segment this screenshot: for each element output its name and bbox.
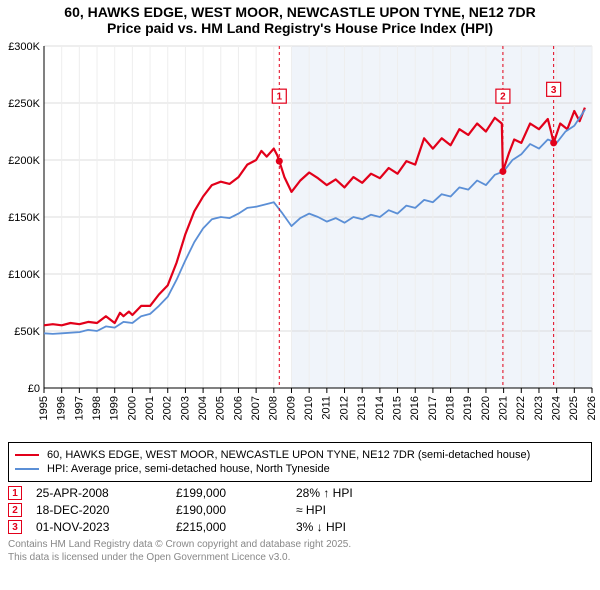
marker-delta: ≈ HPI — [296, 503, 456, 517]
markers-table: 1 25-APR-2008£199,00028% ↑ HPI 2 18-DEC-202… — [8, 486, 592, 534]
attribution-line-1: Contains HM Land Registry data © Crown c… — [8, 538, 592, 551]
svg-text:2009: 2009 — [285, 396, 297, 420]
marker-delta: 28% ↑ HPI — [296, 486, 456, 500]
svg-text:2020: 2020 — [480, 396, 492, 420]
svg-text:1998: 1998 — [91, 396, 103, 420]
title-line-2: Price paid vs. HM Land Registry's House … — [0, 20, 600, 36]
svg-text:1: 1 — [277, 92, 283, 103]
marker-date: 01-NOV-2023 — [36, 520, 176, 534]
svg-text:2019: 2019 — [462, 396, 474, 420]
legend-label: HPI: Average price, semi-detached house,… — [47, 463, 330, 475]
svg-text:£0: £0 — [28, 383, 40, 395]
svg-text:2011: 2011 — [321, 396, 333, 420]
svg-text:£150K: £150K — [8, 212, 40, 224]
svg-text:2024: 2024 — [551, 396, 563, 420]
marker-date: 18-DEC-2020 — [36, 503, 176, 517]
svg-text:2021: 2021 — [498, 396, 510, 420]
svg-text:2014: 2014 — [374, 396, 386, 420]
chart-container: 60, HAWKS EDGE, WEST MOOR, NEWCASTLE UPO… — [0, 0, 600, 564]
svg-text:£100K: £100K — [8, 269, 40, 281]
chart-plot-area: £0 £50K £100K £150K £200K £250K £300K 1995 1996 1… — [0, 36, 600, 436]
svg-text:£50K: £50K — [14, 326, 40, 338]
legend-label: 60, HAWKS EDGE, WEST MOOR, NEWCASTLE UPO… — [47, 449, 530, 461]
svg-text:2025: 2025 — [568, 396, 580, 420]
svg-text:2005: 2005 — [215, 396, 227, 420]
marker-badge: 1 — [8, 486, 22, 500]
svg-text:£200K: £200K — [8, 155, 40, 167]
title-block: 60, HAWKS EDGE, WEST MOOR, NEWCASTLE UPO… — [0, 0, 600, 36]
svg-text:2023: 2023 — [533, 396, 545, 420]
svg-text:1997: 1997 — [73, 396, 85, 420]
svg-text:2002: 2002 — [162, 396, 174, 420]
svg-text:£250K: £250K — [8, 98, 40, 110]
svg-text:2004: 2004 — [197, 396, 209, 420]
svg-text:1996: 1996 — [56, 396, 68, 420]
marker-row: 1 25-APR-2008£199,00028% ↑ HPI — [8, 486, 592, 500]
svg-text:2003: 2003 — [179, 396, 191, 420]
svg-text:2017: 2017 — [427, 396, 439, 420]
marker-delta: 3% ↓ HPI — [296, 520, 456, 534]
svg-text:2006: 2006 — [232, 396, 244, 420]
svg-text:1995: 1995 — [38, 396, 50, 420]
svg-text:1999: 1999 — [109, 396, 121, 420]
svg-text:2008: 2008 — [268, 396, 280, 420]
svg-text:2016: 2016 — [409, 396, 421, 420]
marker-badge: 2 — [8, 503, 22, 517]
marker-price: £215,000 — [176, 520, 296, 534]
svg-text:2: 2 — [500, 92, 506, 103]
legend-row: 60, HAWKS EDGE, WEST MOOR, NEWCASTLE UPO… — [15, 449, 585, 461]
svg-text:2001: 2001 — [144, 396, 156, 420]
svg-text:2010: 2010 — [303, 396, 315, 420]
svg-text:2015: 2015 — [391, 396, 403, 420]
svg-text:2022: 2022 — [515, 396, 527, 420]
svg-text:2000: 2000 — [126, 396, 138, 420]
legend-swatch — [15, 468, 39, 470]
svg-text:2018: 2018 — [444, 396, 456, 420]
marker-price: £199,000 — [176, 486, 296, 500]
legend-swatch — [15, 454, 39, 456]
attribution-text: Contains HM Land Registry data © Crown c… — [8, 538, 592, 564]
marker-date: 25-APR-2008 — [36, 486, 176, 500]
chart-svg: £0 £50K £100K £150K £200K £250K £300K 1995 1996 1… — [0, 36, 600, 436]
svg-text:2007: 2007 — [250, 396, 262, 420]
marker-badge: 3 — [8, 520, 22, 534]
svg-text:2013: 2013 — [356, 396, 368, 420]
marker-price: £190,000 — [176, 503, 296, 517]
legend-box: 60, HAWKS EDGE, WEST MOOR, NEWCASTLE UPO… — [8, 442, 592, 482]
svg-text:3: 3 — [551, 85, 557, 96]
svg-text:2026: 2026 — [586, 396, 598, 420]
svg-text:2012: 2012 — [338, 396, 350, 420]
title-line-1: 60, HAWKS EDGE, WEST MOOR, NEWCASTLE UPO… — [0, 4, 600, 20]
attribution-line-2: This data is licensed under the Open Gov… — [8, 551, 592, 564]
marker-row: 2 18-DEC-2020£190,000≈ HPI — [8, 503, 592, 517]
svg-text:£300K: £300K — [8, 41, 40, 53]
marker-row: 3 01-NOV-2023£215,0003% ↓ HPI — [8, 520, 592, 534]
legend-row: HPI: Average price, semi-detached house,… — [15, 463, 585, 475]
